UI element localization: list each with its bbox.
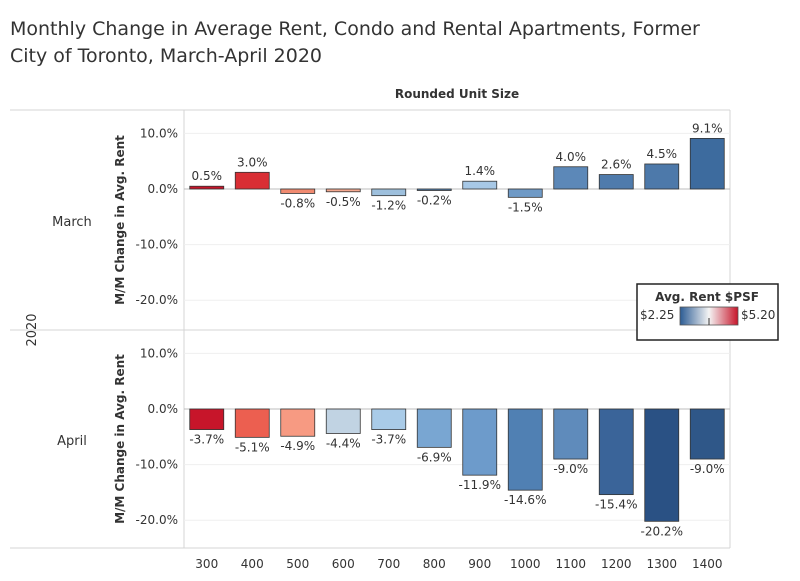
data-label: -14.6% (504, 493, 546, 507)
data-label: -9.0% (690, 462, 725, 476)
data-label: 9.1% (692, 121, 723, 135)
bar-march-700 (371, 188, 407, 197)
data-label: -11.9% (459, 478, 501, 492)
bar-march-1200 (598, 174, 634, 190)
data-label: -3.7% (371, 433, 406, 447)
x-tick-label: 400 (241, 557, 264, 571)
bar-march-1400 (689, 138, 725, 190)
data-label: -5.1% (235, 440, 270, 454)
y-tick-label: 0.0% (148, 182, 179, 196)
bar-april-1000 (507, 408, 543, 491)
column-header: Rounded Unit Size (395, 87, 519, 101)
bar-march-900 (462, 180, 498, 190)
x-tick-label: 800 (423, 557, 446, 571)
bar-march-600 (325, 188, 361, 193)
y-tick-label: -20.0% (136, 513, 178, 527)
chart-title: Monthly Change in Average Rent, Condo an… (10, 18, 700, 67)
data-label: -4.4% (326, 436, 361, 450)
row-label-march: March (52, 215, 92, 230)
x-tick-label: 600 (332, 557, 355, 571)
data-label: -4.9% (280, 439, 315, 453)
x-tick-label: 1100 (555, 557, 586, 571)
bar-march-1000 (507, 188, 543, 198)
bar-april-400 (234, 408, 270, 438)
bar-april-700 (371, 408, 407, 430)
data-label: -3.7% (189, 433, 224, 447)
legend-title: Avg. Rent $PSF (655, 290, 759, 304)
data-label: -9.0% (553, 462, 588, 476)
year-label: 2020 (25, 313, 40, 346)
bar-april-800 (416, 408, 452, 448)
bar-march-500 (280, 188, 316, 194)
bar-april-1100 (553, 408, 589, 460)
data-label: -1.2% (371, 199, 406, 213)
data-label: 1.4% (465, 164, 496, 178)
bar-march-400 (234, 171, 270, 190)
data-label: -0.2% (417, 194, 452, 208)
y-axis-title: M/M Change in Avg. Rent (113, 135, 127, 305)
y-tick-label: 10.0% (140, 126, 178, 140)
x-tick-label: 1200 (601, 557, 632, 571)
data-label: -20.2% (641, 524, 683, 538)
data-label: -15.4% (595, 498, 637, 512)
y-tick-label: -10.0% (136, 238, 178, 252)
data-label: -0.8% (280, 196, 315, 210)
x-tick-label: 1000 (510, 557, 541, 571)
bar-april-300 (189, 408, 225, 430)
data-label: 3.0% (237, 155, 268, 169)
y-tick-label: -20.0% (136, 293, 178, 307)
y-axis-title: M/M Change in Avg. Rent (113, 354, 127, 524)
data-label: -0.5% (326, 195, 361, 209)
bar-march-1300 (644, 163, 680, 190)
row-label-april: April (57, 434, 87, 449)
bar-march-800 (416, 188, 452, 191)
data-label: 4.5% (647, 147, 678, 161)
bar-april-600 (325, 408, 361, 434)
x-tick-label: 300 (195, 557, 218, 571)
x-tick-label: 900 (468, 557, 491, 571)
bar-april-1200 (598, 408, 634, 496)
bar-april-1400 (689, 408, 725, 460)
x-tick-label: 1300 (646, 557, 677, 571)
y-tick-label: 10.0% (140, 346, 178, 360)
x-tick-label: 1400 (692, 557, 723, 571)
bar-march-1100 (553, 166, 589, 190)
data-label: 4.0% (556, 150, 587, 164)
y-tick-label: -10.0% (136, 458, 178, 472)
x-tick-label: 700 (377, 557, 400, 571)
legend-min-label: $2.25 (640, 308, 674, 322)
y-tick-label: 0.0% (148, 402, 179, 416)
data-label: -6.9% (417, 450, 452, 464)
x-tick-label: 500 (286, 557, 309, 571)
bar-april-900 (462, 408, 498, 476)
data-label: 2.6% (601, 158, 632, 172)
data-label: -1.5% (508, 200, 543, 214)
data-label: 0.5% (192, 169, 223, 183)
legend-max-label: $5.20 (741, 308, 775, 322)
bar-march-300 (189, 185, 225, 190)
bar-april-500 (280, 408, 316, 437)
bar-april-1300 (644, 408, 680, 522)
